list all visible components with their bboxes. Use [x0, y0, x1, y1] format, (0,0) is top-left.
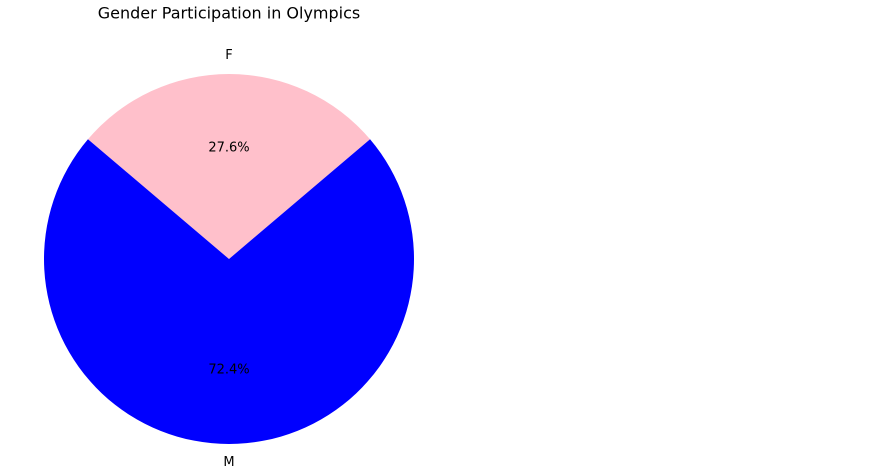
pie-slice	[44, 139, 415, 445]
slice-label: F	[225, 48, 232, 63]
value-label: 72.4%	[208, 363, 249, 378]
pie-slice	[87, 73, 371, 259]
slice-label: M	[223, 455, 234, 470]
chart-title: Gender Participation in Olympics	[98, 4, 361, 23]
value-label: 27.6%	[208, 141, 249, 156]
